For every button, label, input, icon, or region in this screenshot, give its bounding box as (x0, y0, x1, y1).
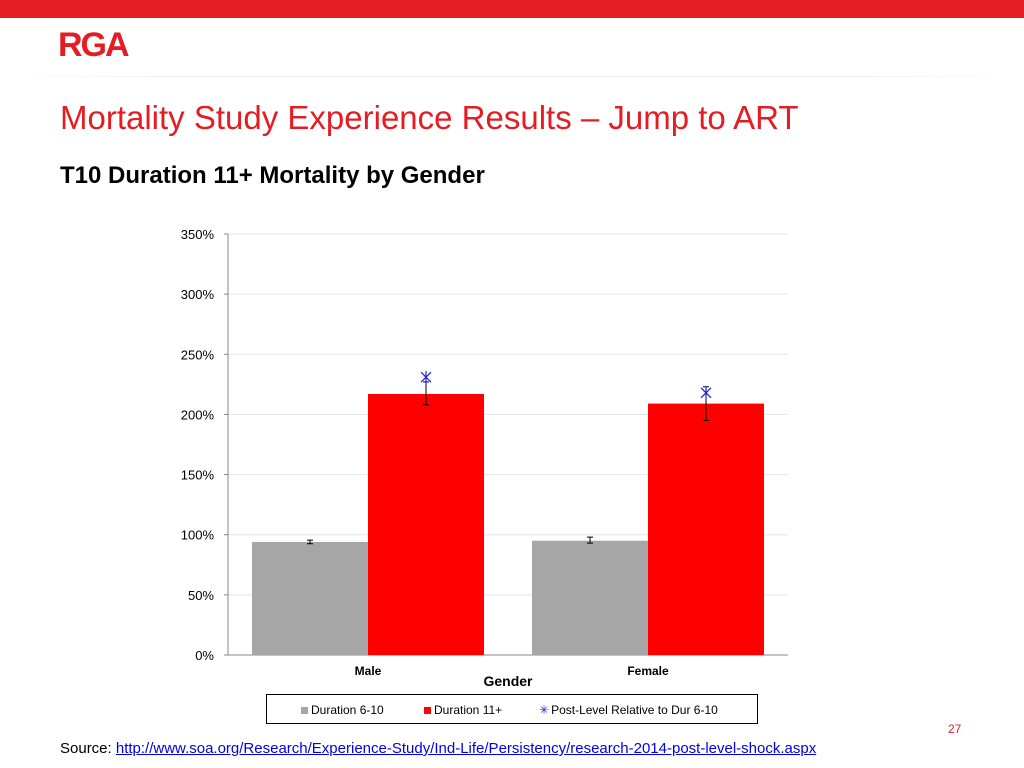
y-tick-label: 350% (181, 227, 215, 242)
y-tick-label: 0% (195, 648, 214, 663)
bar-duration-6-10 (532, 540, 648, 655)
legend-swatch-gray (301, 706, 308, 714)
legend-item-duration-6-10: Duration 6-10 (301, 703, 384, 717)
y-tick-label: 250% (181, 347, 215, 362)
y-tick-label: 50% (188, 588, 214, 603)
rga-logo: RGA (58, 26, 130, 64)
legend-label: Duration 6-10 (311, 703, 384, 717)
page-number: 27 (948, 722, 962, 736)
post-level-marker (700, 386, 712, 399)
legend-label: Duration 11+ (434, 703, 503, 717)
legend-swatch-red (424, 706, 431, 714)
bar-duration-6-10 (252, 541, 368, 655)
x-category-label: Male (355, 664, 382, 678)
bar-duration-11-plus (368, 393, 484, 655)
legend-item-post-level: ✳ Post-Level Relative to Dur 6-10 (539, 703, 718, 717)
y-tick-label: 200% (181, 407, 215, 422)
slide-title: Mortality Study Experience Results – Jum… (60, 99, 799, 136)
chart-legend: Duration 6-10 Duration 11+ ✳ Post-Level … (266, 694, 758, 724)
star-marker-icon: ✳ (539, 703, 550, 717)
y-tick-label: 150% (181, 468, 215, 483)
source-label: Source: (60, 740, 116, 757)
header-divider (0, 76, 1024, 77)
top-brand-bar (0, 0, 1024, 18)
x-axis-title: Gender (483, 673, 533, 689)
source-link[interactable]: http://www.soa.org/Research/Experience-S… (115, 740, 817, 757)
bar-duration-11-plus (648, 403, 764, 655)
chart-title: T10 Duration 11+ Mortality by Gender (60, 162, 485, 189)
y-tick-label: 100% (181, 528, 215, 543)
y-tick-label: 300% (181, 287, 215, 302)
source-line: Source: http://www.soa.org/Research/Expe… (60, 740, 816, 757)
legend-item-duration-11-plus: Duration 11+ (424, 703, 502, 717)
post-level-marker (420, 371, 432, 384)
legend-label: Post-Level Relative to Dur 6-10 (551, 703, 718, 717)
x-category-label: Female (627, 664, 669, 678)
